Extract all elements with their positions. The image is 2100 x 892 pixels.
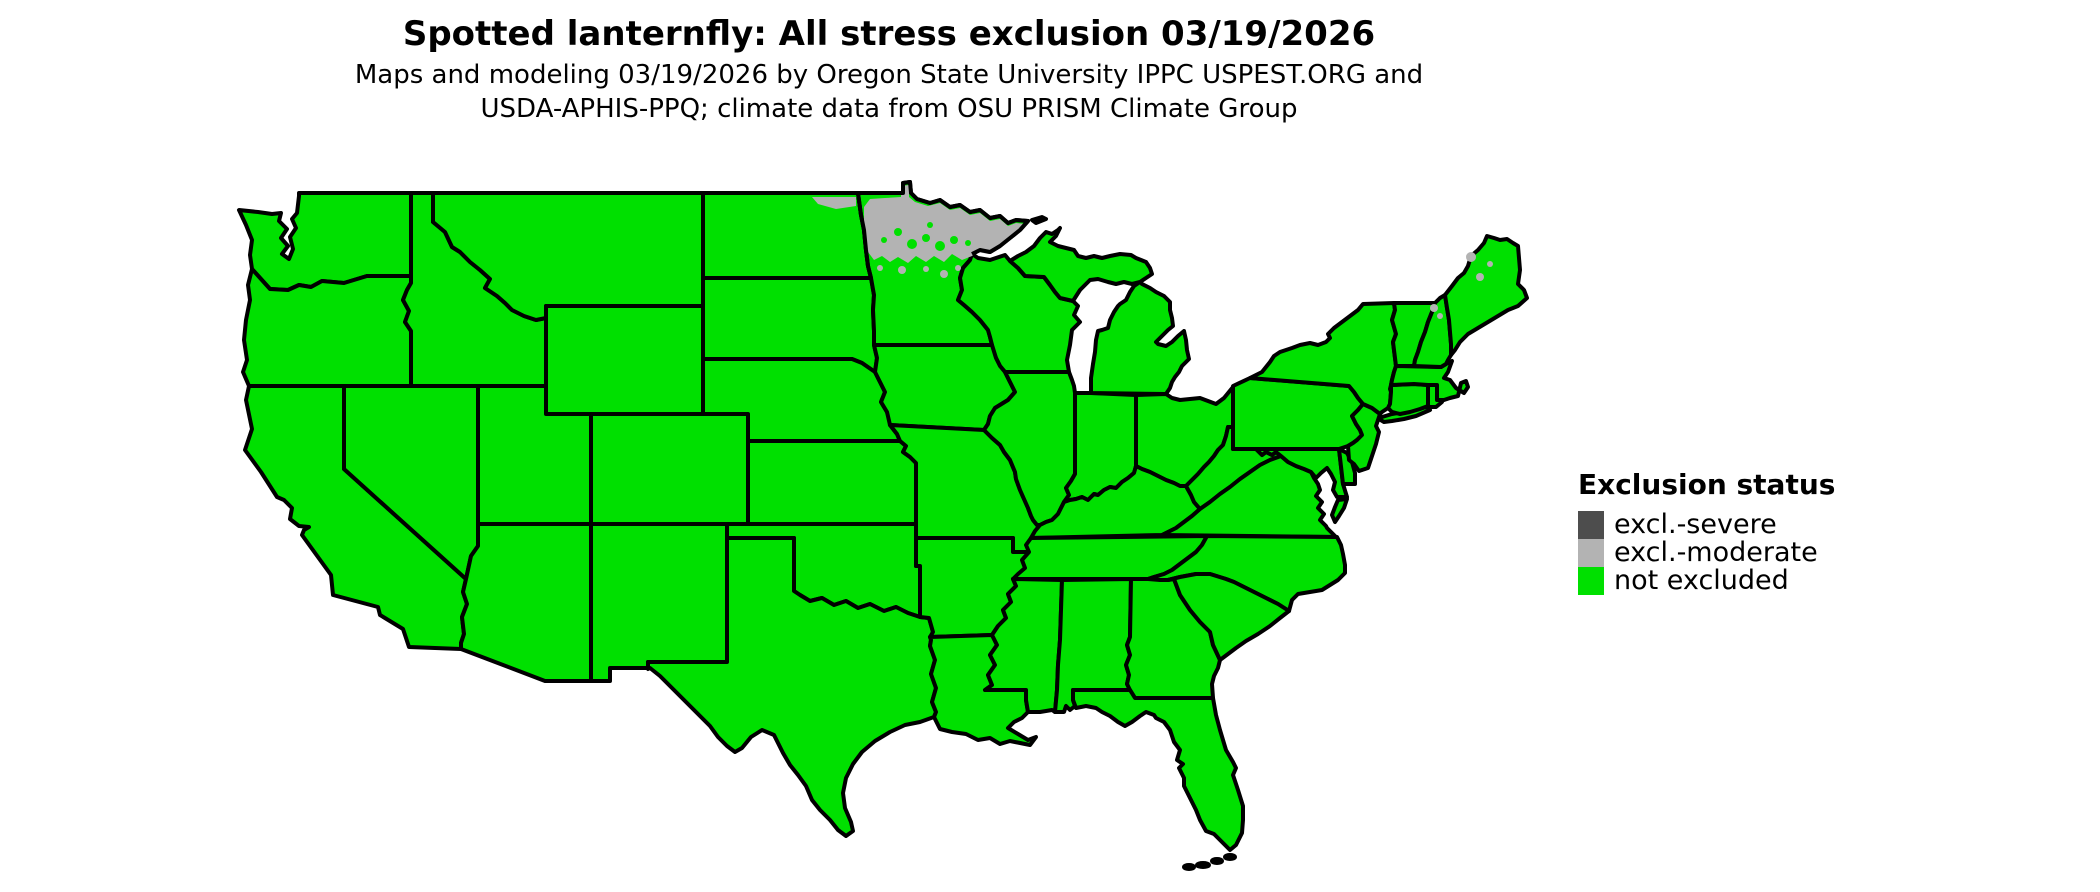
excl-moderate-region-north-dakota-edge [812,197,856,209]
excl-moderate-speckle-vt-nh [1437,313,1443,319]
state-virginia-eastern-shore [1330,497,1349,524]
state-arizona [459,522,593,683]
excl-moderate-swatch [1578,539,1604,567]
florida-keys-island [1195,861,1211,869]
florida-keys-island [1182,863,1196,871]
excl-moderate-speckle [898,266,906,274]
page-subtitle-line2: USDA-APHIS-PPQ; climate data from OSU PR… [480,94,1298,124]
state-texas [646,536,938,838]
page-title: Spotted lanternfly: All stress exclusion… [402,14,1376,54]
state-colorado [589,412,750,526]
legend-item-not-excluded: not excluded [1578,567,1835,595]
state-kansas [746,439,918,526]
not-excluded-speckle [935,241,945,251]
excl-moderate-speckle [923,266,929,272]
excl-moderate-speckle-maine [1476,273,1484,281]
legend-item-excl-severe: excl.-severe [1578,511,1835,539]
legend-label: excl.-moderate [1614,537,1818,568]
state-maine [1443,234,1529,357]
state-michigan-upper-peninsula [1008,226,1154,303]
minnesota-border-redraw [856,180,1030,279]
florida-keys-island [1223,853,1237,861]
not-excluded-swatch [1578,567,1604,595]
not-excluded-speckle [894,228,902,236]
state-connecticut [1386,382,1430,416]
legend-label: excl.-severe [1614,509,1777,540]
not-excluded-speckle [950,236,958,244]
excl-moderate-speckle [940,270,948,278]
florida-keys-island [1210,857,1224,865]
state-maryland [1254,447,1349,499]
excl-moderate-speckle [955,265,961,271]
excl-moderate-speckle-maine [1487,261,1493,267]
not-excluded-speckle [965,240,971,246]
state-oregon [241,267,413,388]
excl-moderate-speckle-maine [1466,252,1476,262]
excl-severe-swatch [1578,511,1604,539]
excl-moderate-region-north-minnesota [864,185,1026,263]
not-excluded-speckle [927,222,933,228]
state-new-jersey [1346,402,1382,473]
state-south-carolina [1166,572,1291,662]
legend-title: Exclusion status [1578,468,1836,501]
excl-moderate-speckle [877,265,883,271]
state-pennsylvania [1231,376,1365,451]
excl-moderate-speckle-vt-nh [1430,304,1438,312]
state-michigan-lower [1089,280,1191,396]
not-excluded-speckle [907,239,917,249]
not-excluded-speckle [922,234,930,242]
map-legend: Exclusion status excl.-severe excl.-mode… [1578,468,1835,595]
legend-label: not excluded [1614,565,1789,596]
state-new-mexico [589,522,729,683]
legend-item-excl-moderate: excl.-moderate [1578,539,1835,567]
not-excluded-speckle [881,237,887,243]
state-wyoming [544,304,705,416]
state-florida [1071,688,1245,852]
isle-royale-island [1030,215,1048,225]
state-massachusetts [1389,359,1470,402]
page-subtitle-line1: Maps and modeling 03/19/2026 by Oregon S… [354,60,1424,90]
